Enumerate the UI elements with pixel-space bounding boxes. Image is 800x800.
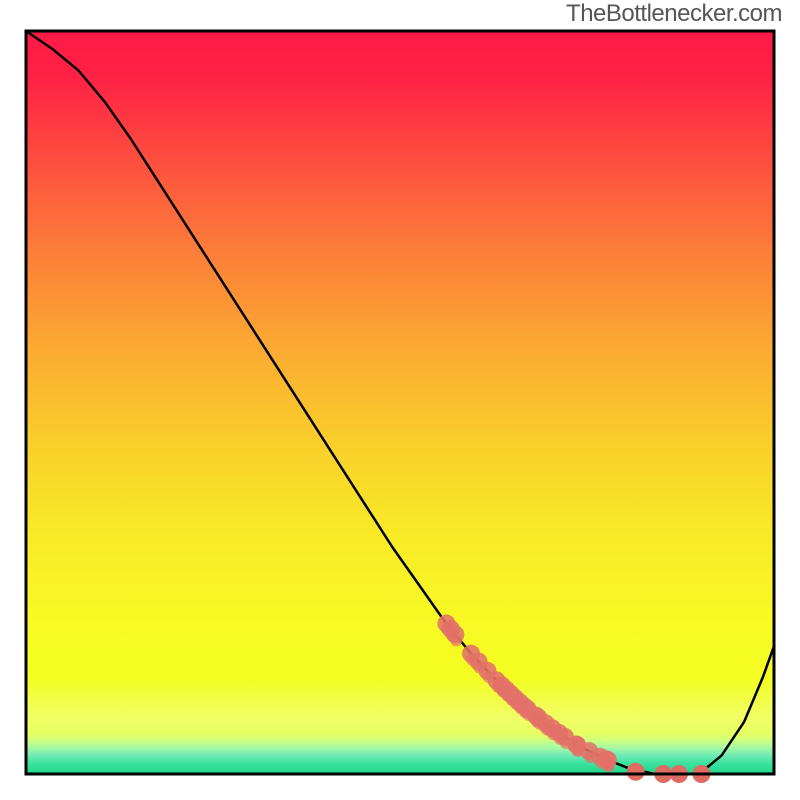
chart-stage: TheBottlenecker.com — [0, 0, 800, 800]
chart-svg — [0, 0, 800, 800]
marker-point — [627, 763, 645, 781]
marker-smear — [450, 634, 462, 646]
watermark-label: TheBottlenecker.com — [566, 0, 782, 28]
gradient-background — [26, 31, 774, 774]
marker-smear — [603, 760, 615, 772]
